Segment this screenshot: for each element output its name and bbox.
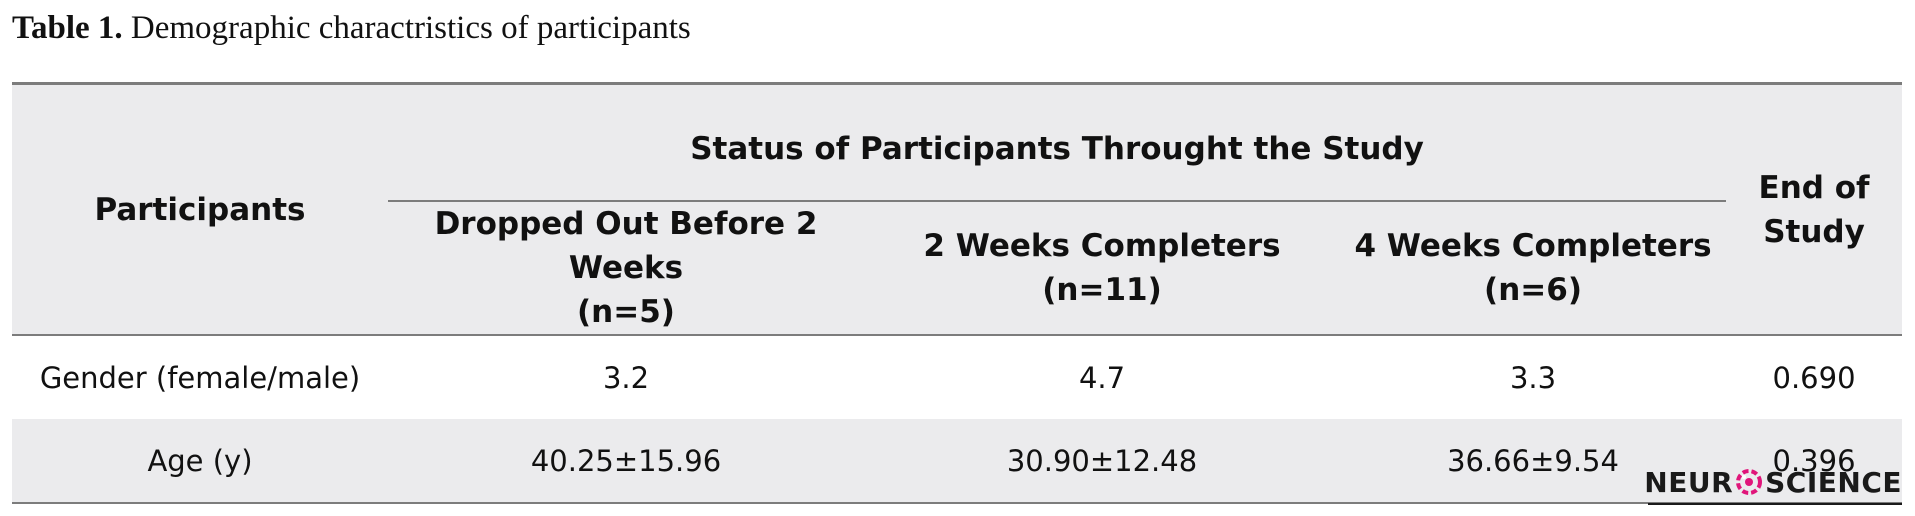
- column-header-title: 2 Weeks Completers: [923, 228, 1281, 264]
- participants-header: Participants: [12, 83, 388, 336]
- column-header-dropped-out: Dropped Out Before 2 Weeks (n=5): [388, 201, 864, 336]
- cell-2-weeks: 30.90±12.48: [864, 419, 1340, 504]
- table-caption: Table 1. Demographic charactristics of p…: [12, 6, 691, 50]
- end-of-study-header-line2: Study: [1763, 213, 1865, 250]
- table-caption-text: Demographic charactristics of participan…: [122, 10, 691, 46]
- cell-4-weeks: 36.66±9.54: [1340, 419, 1727, 504]
- cell-4-weeks: 3.3: [1509, 360, 1557, 395]
- table-header: Participants Status of Participants Thro…: [12, 83, 1903, 336]
- logo-text-right: SCIENCE: [1765, 465, 1902, 499]
- neuroscience-logo: NEUR SCIENCE: [1644, 463, 1902, 501]
- demographics-table: Participants Status of Participants Thro…: [12, 82, 1903, 504]
- brain-logo-icon: [1735, 468, 1763, 496]
- table-row-gender: Gender (female/male) 3.2 4.7 3.3 0.690: [12, 335, 1902, 419]
- column-header-n: (n=11): [1042, 272, 1162, 308]
- end-of-study-header-line1: End of: [1758, 169, 1870, 206]
- logo-underline: [1648, 503, 1902, 505]
- cell-dropped-out: 3.2: [602, 360, 650, 395]
- column-header-2-weeks: 2 Weeks Completers (n=11): [864, 201, 1340, 336]
- cell-2-weeks: 4.7: [1078, 360, 1126, 395]
- status-group-header: Status of Participants Throught the Stud…: [388, 83, 1727, 202]
- logo-text-left: NEUR: [1644, 465, 1734, 499]
- row-label: Gender (female/male): [39, 360, 361, 395]
- cell-dropped-out: 40.25±15.96: [388, 419, 864, 504]
- row-label: Age (y): [12, 419, 388, 504]
- column-header-title: 4 Weeks Completers: [1354, 228, 1712, 264]
- table-caption-label: Table 1.: [12, 10, 123, 46]
- column-header-n: (n=6): [1484, 272, 1582, 308]
- column-header-title: Dropped Out Before 2 Weeks: [434, 206, 818, 286]
- column-header-4-weeks: 4 Weeks Completers (n=6): [1340, 201, 1727, 336]
- column-header-n: (n=5): [577, 294, 675, 330]
- table-row-age: Age (y) 40.25±15.96 30.90±12.48 36.66±9.…: [12, 419, 1903, 504]
- cell-end-of-study: 0.690: [1772, 360, 1856, 395]
- end-of-study-header: End of Study: [1726, 83, 1903, 336]
- table-body: Gender (female/male) 3.2 4.7 3.3 0.690 A…: [12, 335, 1903, 504]
